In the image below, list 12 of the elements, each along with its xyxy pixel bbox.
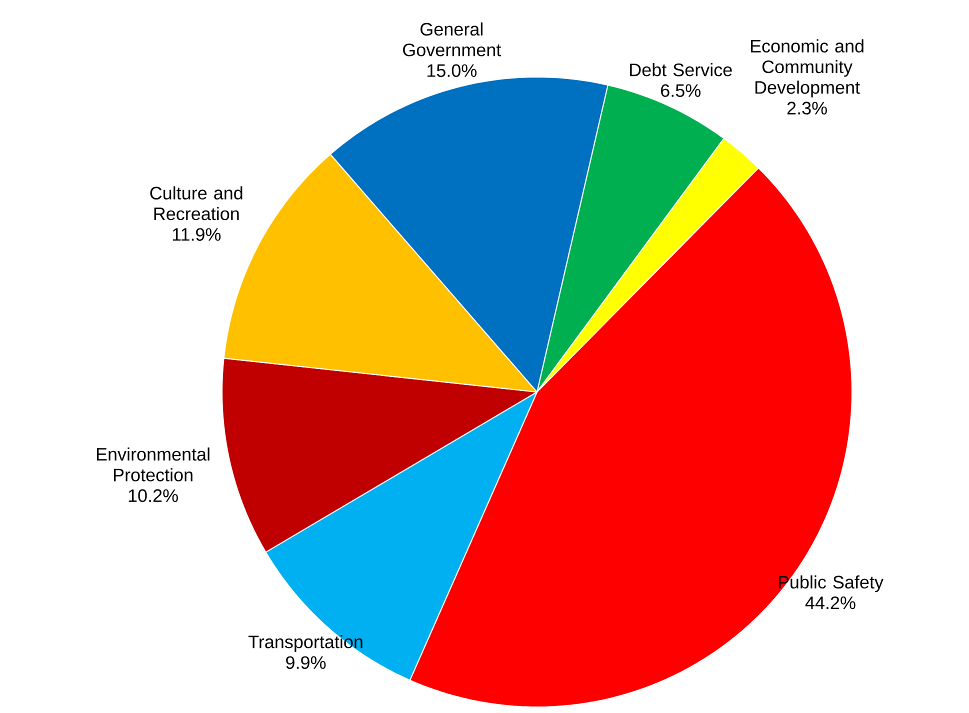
data-label: 11.9% — [172, 228, 221, 241]
data-label: 10.2% — [128, 489, 178, 502]
data-label: 15.0% — [428, 64, 477, 77]
data-label: 9.9% — [286, 656, 326, 669]
data-label: 44.2% — [805, 596, 856, 610]
slice-label: Debt Service — [630, 63, 732, 76]
slice-label: Economic and Community Development — [751, 39, 864, 98]
slice-label: Culture and Recreation — [150, 186, 242, 220]
data-label: 6.5% — [661, 84, 701, 97]
slice-label: Environmental Protection — [96, 447, 210, 482]
data-label: 2.3% — [787, 102, 827, 115]
slice-label: General Government — [403, 22, 502, 56]
